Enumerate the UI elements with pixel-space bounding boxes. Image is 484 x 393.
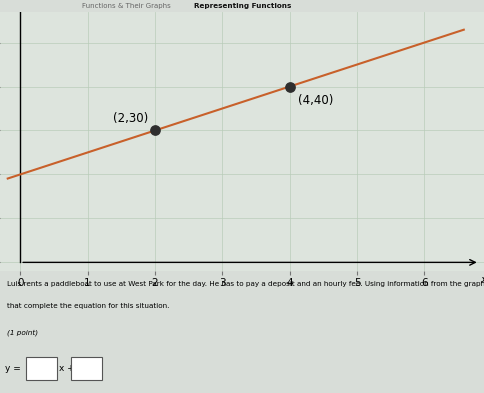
Point <box>151 127 158 134</box>
Text: that complete the equation for this situation.: that complete the equation for this situ… <box>7 303 169 309</box>
Text: Luis rents a paddleboat to use at West Park for the day. He has to pay a deposit: Luis rents a paddleboat to use at West P… <box>7 281 484 287</box>
FancyBboxPatch shape <box>26 357 57 380</box>
Text: (1 point): (1 point) <box>7 330 38 336</box>
FancyBboxPatch shape <box>71 357 102 380</box>
Point <box>285 83 293 90</box>
Text: x: x <box>479 275 484 285</box>
Text: (2,30): (2,30) <box>113 112 148 125</box>
Text: x +: x + <box>59 364 74 373</box>
Text: y =: y = <box>5 364 20 373</box>
Text: Representing Functions: Representing Functions <box>194 3 290 9</box>
Text: Functions & Their Graphs: Functions & Their Graphs <box>82 3 170 9</box>
Text: (4,40): (4,40) <box>297 94 333 107</box>
